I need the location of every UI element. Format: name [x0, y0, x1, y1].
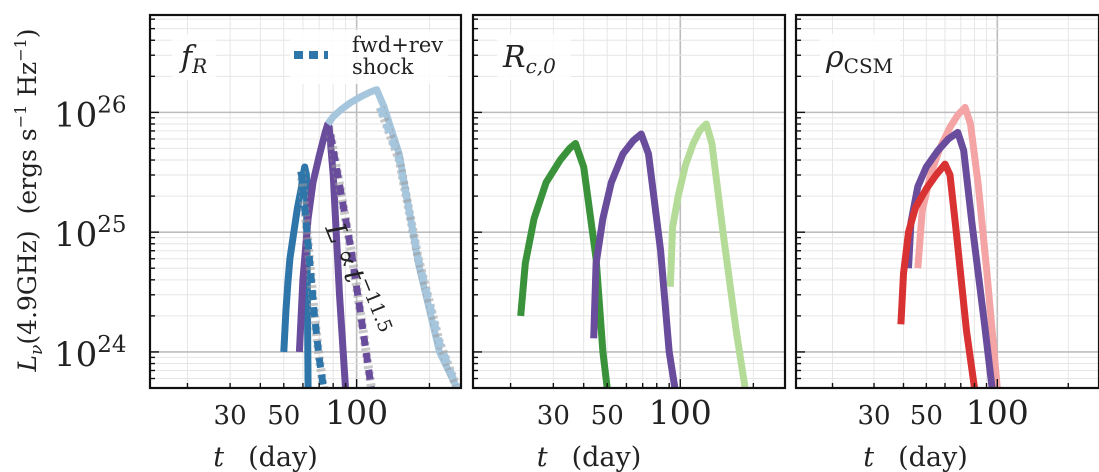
axis-ticks: 30 50 100 t (day) [796, 18, 1069, 472]
x-tick-label: 30 [537, 401, 570, 431]
x-axis-title: t (day) [213, 442, 318, 472]
series-line [666, 120, 749, 388]
legend-label: fwd+rev shock [352, 33, 443, 79]
series-line [280, 163, 312, 388]
x-axis-title: t (day) [537, 442, 642, 472]
x-tick-label: 30 [857, 401, 890, 431]
x-tick-label: 50 [910, 401, 943, 431]
panel-label-box: Rc,0 [497, 34, 571, 80]
series-group [897, 103, 1001, 388]
panel-label: Rc,0 [502, 40, 556, 78]
panel-label: ρCSM [825, 40, 893, 78]
series-line [897, 160, 978, 388]
plot-frame [794, 13, 1099, 390]
y-tick-label: 1026 [54, 92, 127, 135]
x-tick-label: 100 [649, 393, 712, 432]
legend: fwd+rev shock [290, 30, 448, 84]
x-tick-label: 50 [267, 401, 300, 431]
panel-label-box: fR [172, 34, 216, 80]
series-dashed-line [297, 171, 327, 388]
y-tick-label: 1025 [54, 212, 127, 255]
plot-frame [471, 13, 787, 390]
x-tick-label: 30 [214, 401, 247, 431]
series-line [905, 128, 996, 388]
plot-frame [148, 13, 463, 390]
x-tick-label: 100 [966, 393, 1029, 432]
series-line [590, 130, 679, 388]
y-axis-title: Lν(4.9GHz)(ergs s−1 Hz−1) [11, 28, 47, 372]
x-tick-label: 50 [591, 401, 624, 431]
x-axis-title: t (day) [863, 442, 968, 472]
grid-lines [473, 15, 785, 389]
series-group [280, 86, 461, 388]
y-tick-label: 1024 [54, 332, 127, 375]
x-tick-label: 100 [325, 393, 388, 432]
series-group [517, 120, 749, 388]
panel-rho-CSM: 30 50 100 t (day) ρCSM [794, 13, 1099, 472]
series-dashed-line [327, 134, 375, 388]
y-axis-title-text: Lν(4.9GHz)(ergs s−1 Hz−1) [11, 28, 47, 372]
series-dashed-line [376, 106, 461, 388]
panel-label-box: ρCSM [820, 34, 900, 80]
